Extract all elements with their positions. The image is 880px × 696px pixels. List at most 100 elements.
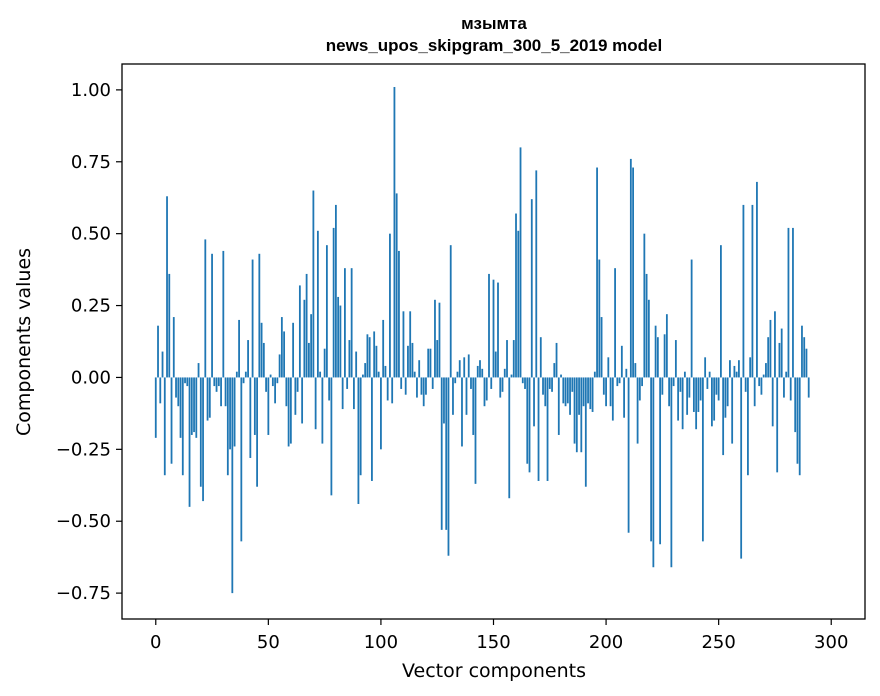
bar-141 (472, 377, 475, 435)
bar-280 (785, 371, 788, 378)
bar-226 (663, 334, 666, 378)
bar-112 (407, 345, 409, 378)
bar-223 (656, 337, 659, 378)
bar-102 (384, 365, 387, 378)
bar-194 (591, 377, 594, 412)
bar-166 (528, 377, 531, 473)
bar-215 (638, 377, 641, 401)
bar-97 (373, 331, 376, 378)
bar-107 (395, 193, 398, 378)
x-tick-label: 300 (814, 632, 848, 653)
bar-227 (665, 314, 668, 378)
bar-series (154, 87, 810, 594)
bar-185 (571, 377, 574, 392)
bar-233 (679, 377, 682, 392)
bar-98 (375, 345, 378, 378)
bar-162 (519, 147, 522, 378)
bar-241 (697, 377, 700, 412)
bar-2 (159, 377, 162, 404)
y-axis: −0.75 −0.50 −0.25 0.00 0.25 0.50 0.75 1.00 (56, 80, 122, 604)
bar-183 (566, 377, 569, 404)
bar-279 (783, 377, 785, 398)
bar-55 (278, 354, 281, 378)
bar-146 (483, 377, 486, 407)
bar-216 (641, 377, 643, 387)
x-tick-label: 0 (150, 632, 161, 653)
bar-40 (244, 371, 247, 378)
x-tick-label: 50 (257, 632, 280, 653)
bar-51 (269, 374, 272, 378)
x-tick-label: 200 (589, 632, 623, 653)
bar-151 (494, 351, 497, 378)
bar-202 (609, 377, 612, 407)
bar-85 (346, 377, 349, 389)
bar-172 (542, 377, 544, 395)
bar-77 (328, 377, 331, 401)
bar-198 (600, 317, 603, 378)
bar-15 (188, 377, 191, 507)
bar-186 (573, 377, 576, 444)
bar-39 (242, 377, 245, 384)
bar-272 (767, 337, 770, 378)
bar-150 (492, 279, 495, 378)
bar-195 (593, 371, 596, 378)
bar-171 (539, 337, 542, 378)
bar-34 (231, 377, 234, 594)
chart-title-line-2: news_upos_skipgram_300_5_2019 model (326, 36, 662, 55)
bar-60 (289, 377, 292, 444)
bar-36 (235, 371, 238, 378)
bar-0 (154, 377, 157, 438)
bar-121 (427, 348, 430, 378)
bar-80 (334, 204, 337, 378)
bar-203 (611, 377, 614, 421)
bar-118 (420, 377, 423, 395)
bar-283 (792, 227, 794, 378)
bar-174 (546, 377, 549, 481)
bar-131 (449, 245, 452, 378)
bar-191 (584, 377, 587, 487)
bar-62 (294, 377, 297, 415)
bar-126 (438, 302, 441, 378)
bar-11 (179, 377, 182, 438)
bar-115 (413, 371, 416, 378)
bar-50 (267, 377, 270, 435)
bar-156 (506, 340, 508, 378)
bar-120 (425, 377, 427, 395)
bar-5 (166, 196, 168, 378)
bar-100 (380, 377, 382, 450)
bar-76 (325, 245, 328, 378)
bar-220 (650, 377, 653, 542)
bar-122 (429, 348, 432, 378)
bar-20 (199, 377, 202, 487)
bar-217 (643, 233, 646, 378)
bar-95 (368, 337, 371, 378)
bar-28 (217, 377, 220, 387)
bar-69 (310, 314, 313, 378)
bar-222 (654, 325, 657, 378)
bar-182 (564, 377, 567, 407)
bar-149 (490, 377, 493, 389)
bar-19 (197, 363, 200, 378)
bar-218 (645, 273, 648, 378)
bar-73 (319, 371, 322, 378)
bar-18 (195, 377, 198, 438)
bar-147 (485, 377, 488, 401)
bar-105 (391, 377, 394, 404)
bar-276 (776, 377, 779, 473)
bar-161 (517, 230, 520, 378)
bar-91 (359, 377, 362, 476)
bar-82 (339, 305, 342, 378)
bar-228 (668, 377, 671, 407)
bar-74 (321, 377, 324, 444)
bar-289 (805, 348, 808, 378)
bar-284 (794, 377, 797, 433)
bar-157 (508, 377, 511, 499)
bar-212 (632, 167, 634, 378)
bar-56 (280, 317, 283, 378)
bar-254 (726, 377, 729, 407)
bar-135 (458, 360, 461, 378)
bar-24 (208, 377, 211, 418)
bar-224 (659, 377, 662, 545)
bar-99 (377, 371, 380, 378)
bar-3 (161, 351, 164, 378)
